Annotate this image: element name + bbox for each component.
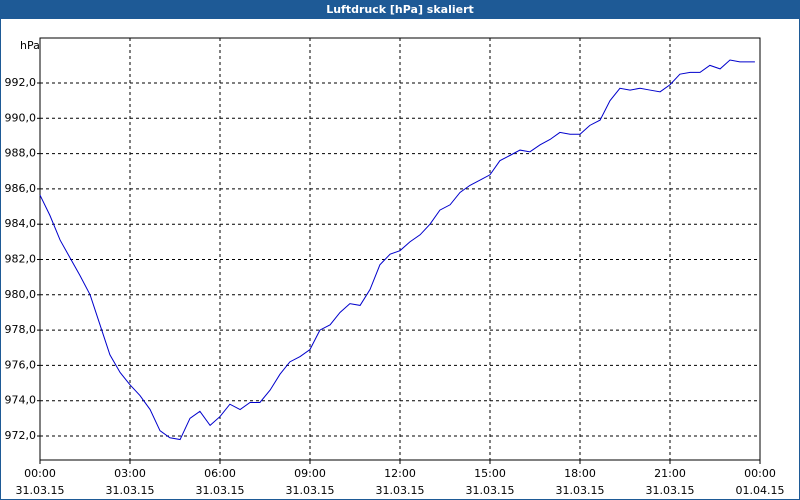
y-unit: hPa: [20, 39, 40, 52]
x-tick-date: 31.03.15: [556, 484, 605, 497]
x-tick-date: 31.03.15: [646, 484, 695, 497]
x-tick-label: 00:00: [744, 467, 776, 480]
y-tick-label: 980,0: [5, 288, 37, 301]
title-bar: [0, 0, 800, 19]
y-tick-label: 984,0: [5, 217, 37, 230]
x-tick-date: 31.03.15: [466, 484, 515, 497]
y-tick-label: 988,0: [5, 147, 37, 160]
line-series: [39, 59, 755, 441]
x-tick-date: 31.03.15: [286, 484, 335, 497]
y-tick-label: 978,0: [5, 323, 37, 336]
y-tick-label: 972,0: [5, 429, 37, 442]
x-tick-label: 15:00: [474, 467, 506, 480]
x-tick-label: 18:00: [564, 467, 596, 480]
chart-title: Luftdruck [hPa] skaliert: [326, 3, 474, 16]
x-tick-date: 31.03.15: [16, 484, 65, 497]
x-tick-label: 03:00: [114, 467, 146, 480]
x-tick-label: 21:00: [654, 467, 686, 480]
y-tick-label: 976,0: [5, 358, 37, 371]
y-tick-label: 986,0: [5, 182, 37, 195]
y-tick-label: 992,0: [5, 76, 37, 89]
x-tick-date: 31.03.15: [196, 484, 245, 497]
y-tick-label: 982,0: [5, 253, 37, 266]
x-tick-date: 01.04.15: [736, 484, 785, 497]
x-tick-label: 00:00: [24, 467, 56, 480]
x-tick-label: 12:00: [384, 467, 416, 480]
x-tick-date: 31.03.15: [106, 484, 155, 497]
x-tick-date: 31.03.15: [376, 484, 425, 497]
y-tick-label: 990,0: [5, 111, 37, 124]
y-tick-label: 974,0: [5, 394, 37, 407]
x-tick-label: 06:00: [204, 467, 236, 480]
x-tick-label: 09:00: [294, 467, 326, 480]
